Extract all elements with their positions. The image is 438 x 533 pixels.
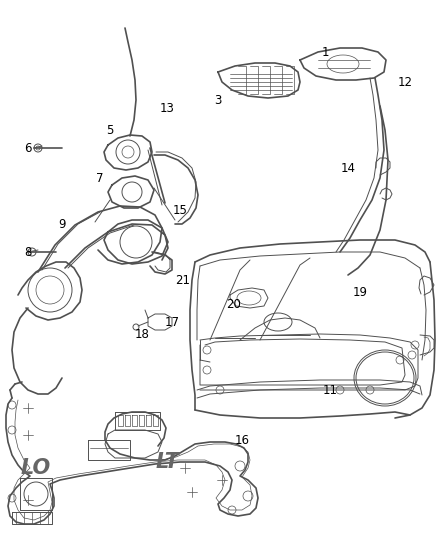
Text: 20: 20 [226,298,241,311]
Text: 6: 6 [24,141,32,155]
Text: 9: 9 [58,219,66,231]
Text: 18: 18 [134,328,149,342]
Text: 5: 5 [106,124,114,136]
Text: 1: 1 [321,45,329,59]
Text: 14: 14 [340,161,356,174]
Text: LO: LO [21,458,51,478]
Text: 16: 16 [234,433,250,447]
Text: 15: 15 [173,204,187,216]
Text: 11: 11 [322,384,338,397]
Text: 8: 8 [25,246,32,259]
Text: 7: 7 [96,172,104,184]
Text: LT: LT [156,452,180,472]
Text: 3: 3 [214,93,222,107]
Text: 12: 12 [398,76,413,88]
Text: 21: 21 [176,273,191,287]
Text: 19: 19 [353,286,367,298]
Text: 17: 17 [165,316,180,328]
Text: 13: 13 [159,101,174,115]
